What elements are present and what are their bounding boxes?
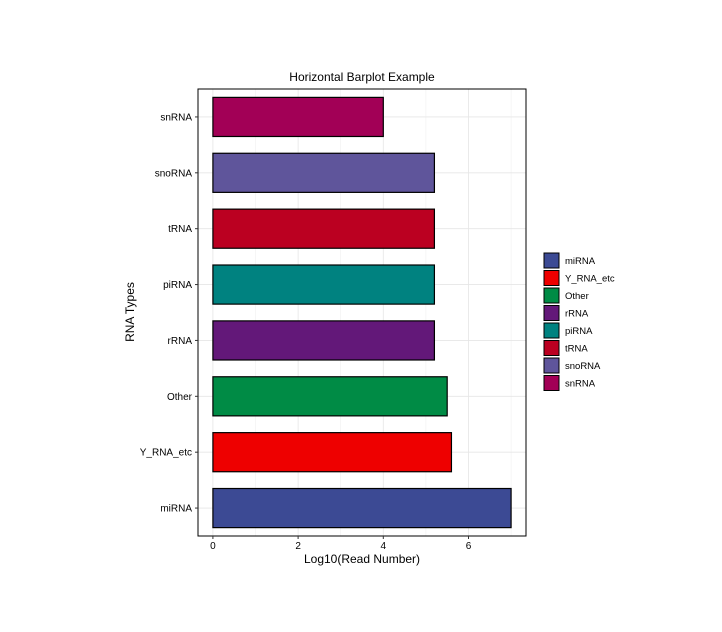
bar-snorna [212, 152, 436, 193]
x-axis-title: Log10(Read Number) [304, 552, 420, 566]
bars [212, 96, 512, 529]
bar-other [212, 376, 448, 417]
legend: miRNA Y_RNA_etc Other rRNA piRNA tRNA snoRNA sn… [543, 252, 615, 391]
plot-panel-border [197, 88, 527, 537]
x-tick-label: 6 [466, 541, 472, 552]
legend-label: piRNA [565, 326, 593, 337]
legend-label: Y_RNA_etc [565, 274, 615, 285]
legend-label: miRNA [565, 256, 596, 267]
y-tick-label: rRNA [168, 336, 193, 347]
legend-key-y-rna-etc [543, 270, 560, 286]
legend-key-mirna [543, 252, 560, 269]
y-tick-label: snRNA [160, 112, 192, 123]
x-tick-label: 2 [295, 541, 301, 552]
legend-label: rRNA [565, 309, 589, 320]
legend-label: Other [565, 291, 589, 302]
bar-rrna [212, 320, 436, 361]
legend-key-snrna [543, 375, 560, 391]
legend-label: snoRNA [565, 361, 601, 372]
y-tick-label: piRNA [163, 280, 192, 291]
chart-title: Horizontal Barplot Example [289, 70, 435, 84]
x-axis: 0 2 4 6 [210, 536, 472, 552]
bar-y-rna-etc [212, 432, 453, 473]
bar-mirna [212, 487, 512, 529]
bar-snrna [212, 96, 384, 138]
bar-pirna [212, 264, 436, 305]
legend-label: tRNA [565, 344, 588, 355]
x-tick-label: 0 [210, 541, 216, 552]
y-tick-label: snoRNA [155, 168, 193, 179]
legend-key-other [543, 287, 560, 304]
y-tick-label: tRNA [168, 224, 192, 235]
y-tick-label: Y_RNA_etc [140, 448, 192, 459]
y-tick-label: Other [167, 392, 193, 403]
legend-key-snorna [543, 357, 560, 374]
bar-trna [212, 208, 436, 249]
legend-key-pirna [543, 322, 560, 339]
legend-key-rrna [543, 305, 560, 321]
y-axis: miRNA Y_RNA_etc Other rRNA piRNA tRNA snoRNA sn… [140, 112, 198, 515]
legend-key-trna [543, 340, 560, 356]
x-tick-label: 4 [381, 541, 387, 552]
legend-label: snRNA [565, 379, 596, 390]
y-axis-title: RNA Types [123, 282, 137, 342]
y-tick-label: miRNA [160, 504, 192, 515]
